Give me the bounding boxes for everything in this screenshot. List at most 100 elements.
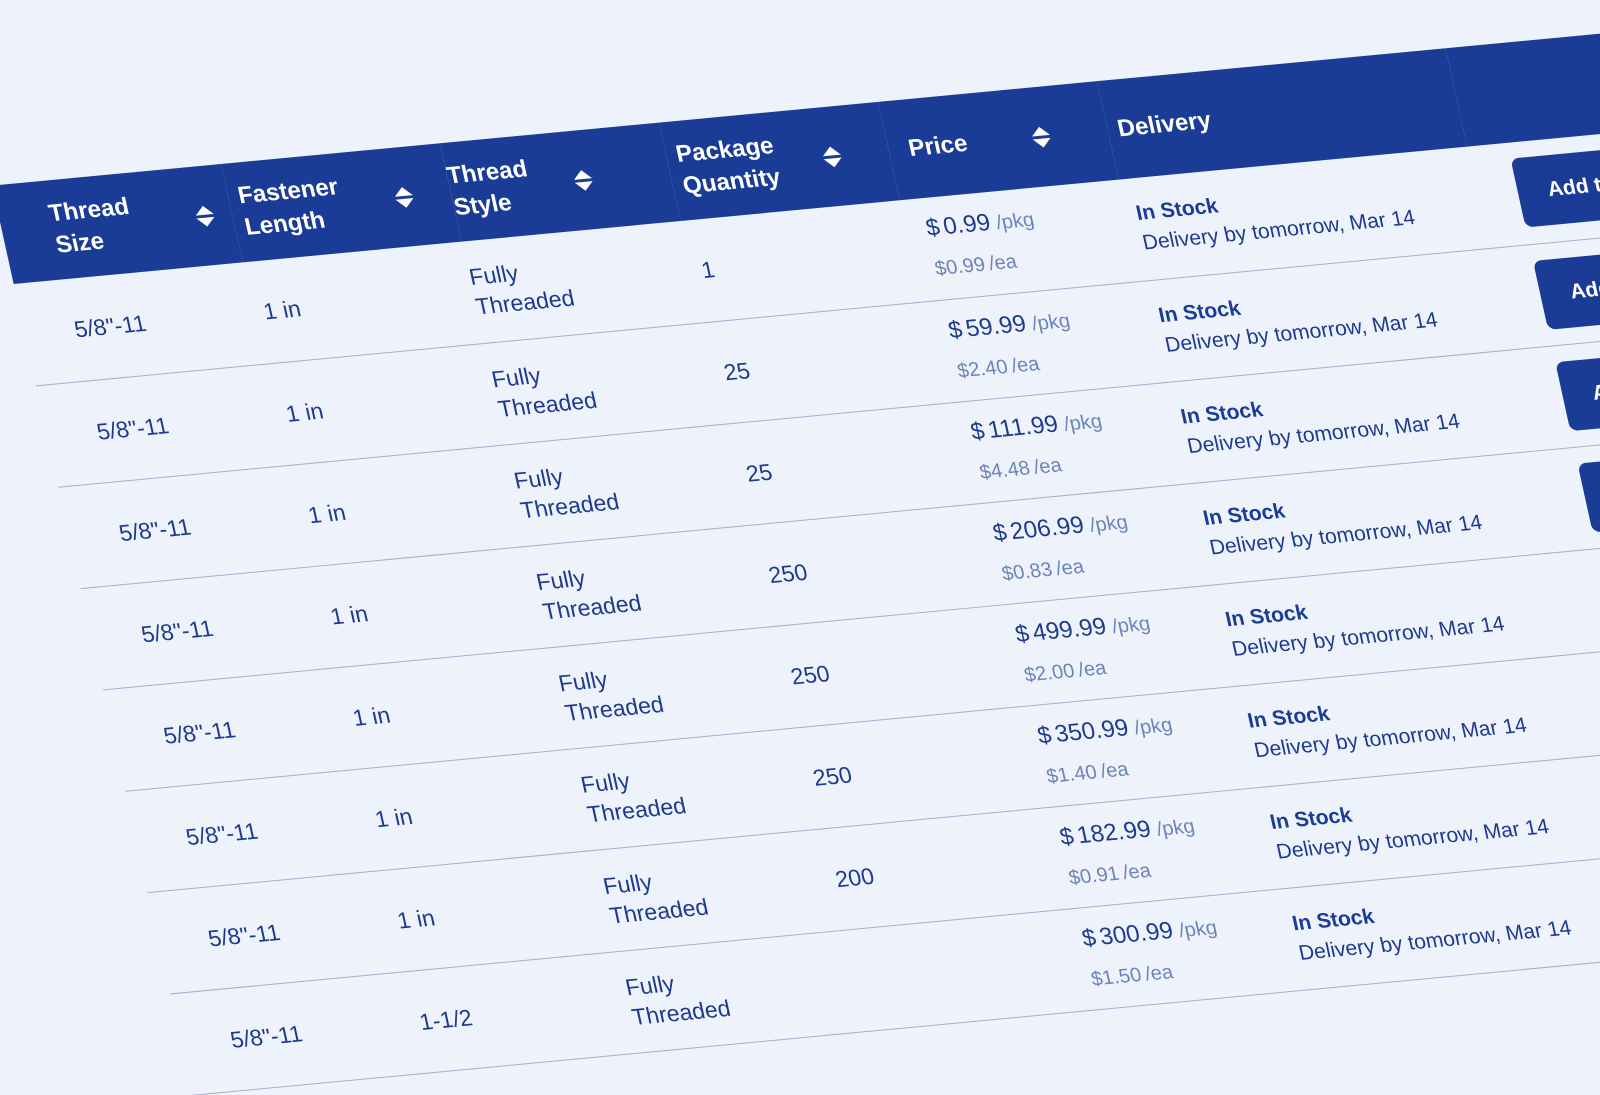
package-price-value: 350.99 bbox=[1052, 714, 1131, 747]
header-label: Thread Size bbox=[46, 188, 169, 261]
thread-style-value: Fully Threaded bbox=[578, 759, 700, 828]
package-quantity-value: 25 bbox=[744, 458, 775, 486]
package-price: $182.99 bbox=[1057, 815, 1153, 850]
fastener-length-value: 1-1/2 bbox=[417, 1004, 475, 1035]
package-price: $111.99 bbox=[968, 410, 1061, 445]
unit-price-unit: /ea bbox=[1009, 353, 1041, 377]
fastener-length-value: 1 in bbox=[261, 296, 304, 325]
cell-thread-size: 5/8"-11 bbox=[170, 972, 421, 1095]
thread-style-value: Fully Threaded bbox=[622, 962, 744, 1031]
package-price: $300.99 bbox=[1079, 917, 1175, 952]
currency-symbol: $ bbox=[923, 214, 942, 242]
package-quantity-value: 200 bbox=[833, 862, 877, 891]
header-label: Fastener Length bbox=[235, 169, 368, 243]
header-label: Thread Style bbox=[444, 153, 547, 224]
currency-symbol: $ bbox=[946, 316, 965, 344]
unit-price-value: 2.00 bbox=[1033, 660, 1077, 685]
thread-size-value: 5/8"-11 bbox=[116, 513, 193, 545]
unit-price-unit: /ea bbox=[1054, 555, 1086, 579]
fastener-length-value: 1 in bbox=[372, 803, 415, 832]
unit-price-value: 0.99 bbox=[944, 254, 988, 279]
unit-price-value: 0.83 bbox=[1011, 558, 1055, 583]
package-quantity-value: 25 bbox=[721, 357, 752, 385]
thread-style-value: Fully Threaded bbox=[489, 354, 611, 423]
package-price-unit: /pkg bbox=[1132, 714, 1174, 739]
thread-style-value: Fully Threaded bbox=[466, 252, 588, 321]
unit-price-unit: /ea bbox=[1031, 454, 1063, 478]
package-price-value: 206.99 bbox=[1008, 511, 1087, 544]
thread-size-value: 5/8"-11 bbox=[205, 919, 282, 951]
sort-icon[interactable] bbox=[1030, 125, 1052, 147]
unit-price-unit: /ea bbox=[1143, 961, 1175, 985]
package-price-value: 0.99 bbox=[941, 209, 993, 240]
unit-price: $2.40/ea bbox=[954, 338, 1159, 386]
package-price: $0.99 bbox=[923, 209, 993, 242]
currency-symbol: $ bbox=[990, 518, 1009, 546]
thread-size-value: 5/8"-11 bbox=[228, 1020, 305, 1052]
thread-style-value: Fully Threaded bbox=[600, 861, 722, 930]
unit-price-unit: /ea bbox=[1120, 859, 1152, 883]
fastener-length-value: 1 in bbox=[328, 600, 371, 629]
add-to-cart-button[interactable]: Add to Cart bbox=[1511, 142, 1600, 227]
currency-symbol: $ bbox=[1079, 924, 1098, 952]
package-price-unit: /pkg bbox=[1087, 511, 1129, 536]
unit-price-value: 4.48 bbox=[989, 457, 1033, 482]
cell-fastener-length: 1-1/2 bbox=[399, 951, 640, 1073]
package-price-value: 111.99 bbox=[985, 410, 1060, 443]
unit-price-value: 1.40 bbox=[1055, 761, 1099, 786]
sort-icon[interactable] bbox=[194, 205, 216, 227]
sort-icon[interactable] bbox=[572, 169, 594, 191]
header-label: Price bbox=[905, 125, 1002, 165]
table-body: 5/8"-11 1 in Fully Threaded 1 $0.99/pkg … bbox=[14, 122, 1600, 1095]
package-price-value: 182.99 bbox=[1074, 815, 1153, 848]
cell-price: $300.99/pkg $1.50/ea bbox=[1056, 889, 1297, 1011]
package-price-unit: /pkg bbox=[1062, 410, 1104, 435]
thread-size-value: 5/8"-11 bbox=[161, 716, 238, 748]
fastener-length-value: 1 in bbox=[305, 499, 348, 528]
currency-symbol: $ bbox=[1035, 721, 1054, 749]
package-price-unit: /pkg bbox=[1154, 815, 1196, 840]
unit-price: $0.91/ea bbox=[1066, 844, 1271, 892]
package-price: $350.99 bbox=[1035, 714, 1131, 749]
unit-price-value: 2.40 bbox=[966, 356, 1010, 381]
header-label: Delivery bbox=[1114, 105, 1214, 145]
unit-price: $4.48/ea bbox=[977, 439, 1182, 487]
fastener-length-value: 1 in bbox=[350, 701, 393, 730]
package-quantity-value: 1 bbox=[699, 256, 717, 283]
unit-price: $2.00/ea bbox=[1021, 642, 1226, 690]
package-price-value: 59.99 bbox=[963, 310, 1029, 342]
unit-price: $0.99/ea bbox=[932, 236, 1137, 284]
header-label: Package Quantity bbox=[673, 129, 796, 202]
unit-price-unit: /ea bbox=[987, 251, 1019, 275]
product-table: Thread Size Fastener Length Thread Style… bbox=[0, 24, 1600, 1095]
sort-icon[interactable] bbox=[393, 186, 415, 208]
sort-icon[interactable] bbox=[821, 145, 843, 167]
add-to-cart-button[interactable]: Add to Cart bbox=[1577, 447, 1600, 532]
add-to-cart-button[interactable]: Add to Cart bbox=[1555, 345, 1600, 430]
package-price: $206.99 bbox=[990, 511, 1086, 546]
package-price-unit: /pkg bbox=[994, 209, 1036, 234]
package-price-value: 300.99 bbox=[1097, 917, 1176, 950]
currency-symbol: $ bbox=[1057, 822, 1076, 850]
unit-price: $1.50/ea bbox=[1088, 946, 1293, 994]
package-price-unit: /pkg bbox=[1110, 612, 1152, 637]
package-price-unit: /pkg bbox=[1030, 309, 1072, 334]
fastener-length-value: 1 in bbox=[395, 904, 438, 933]
package-price: $499.99 bbox=[1013, 612, 1109, 647]
thread-size-value: 5/8"-11 bbox=[183, 817, 260, 849]
unit-price-value: 1.50 bbox=[1100, 964, 1144, 989]
unit-price-unit: /ea bbox=[1076, 657, 1108, 681]
cell-package-quantity bbox=[837, 910, 1078, 1032]
thread-style-value: Fully Threaded bbox=[533, 557, 655, 626]
thread-size-value: 5/8"-11 bbox=[72, 310, 149, 342]
unit-price: $1.40/ea bbox=[1043, 743, 1248, 791]
fastener-length-value: 1 in bbox=[283, 397, 326, 426]
package-price-unit: /pkg bbox=[1177, 916, 1219, 941]
unit-price: $0.83/ea bbox=[999, 540, 1204, 588]
currency-symbol: $ bbox=[1013, 620, 1032, 648]
cell-thread-style: Fully Threaded bbox=[618, 930, 859, 1052]
add-to-cart-button[interactable]: Add to Cart bbox=[1533, 244, 1600, 329]
currency-symbol: $ bbox=[968, 417, 987, 445]
unit-price-unit: /ea bbox=[1098, 758, 1130, 782]
header-action bbox=[1446, 24, 1600, 147]
